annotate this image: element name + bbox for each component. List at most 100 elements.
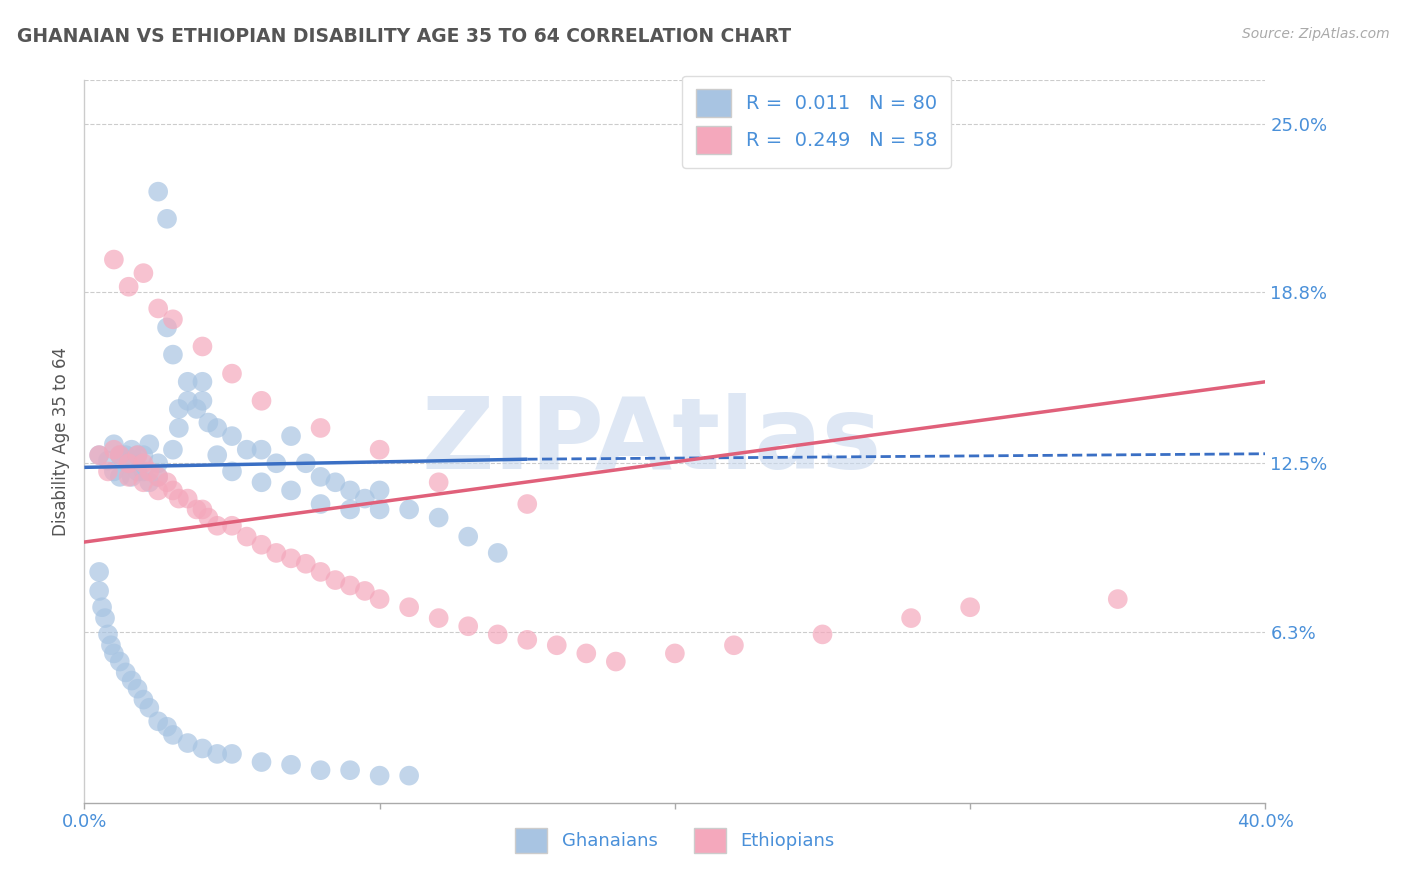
Point: [103, 647, 125, 661]
Point: [94, 611, 117, 625]
Point: [156, 720, 179, 734]
Point: [191, 393, 214, 408]
Point: [723, 638, 745, 652]
Point: [398, 502, 420, 516]
Point: [1107, 592, 1129, 607]
Point: [191, 741, 214, 756]
Point: [368, 769, 391, 783]
Point: [148, 185, 170, 199]
Point: [398, 600, 420, 615]
Point: [900, 611, 922, 625]
Point: [325, 573, 347, 587]
Point: [132, 266, 155, 280]
Point: [97, 464, 120, 478]
Point: [236, 530, 259, 544]
Point: [108, 655, 131, 669]
Point: [339, 483, 361, 498]
Point: [221, 367, 243, 381]
Point: [127, 448, 149, 462]
Point: [280, 757, 302, 772]
Point: [132, 692, 155, 706]
Point: [325, 475, 347, 490]
Point: [309, 565, 332, 579]
Point: [664, 647, 686, 661]
Point: [354, 583, 377, 598]
Point: [177, 736, 200, 750]
Point: [197, 510, 219, 524]
Point: [266, 546, 288, 560]
Point: [118, 279, 141, 293]
Point: [162, 312, 184, 326]
Point: [250, 475, 273, 490]
Point: [132, 475, 155, 490]
Point: [197, 416, 219, 430]
Point: [114, 448, 136, 462]
Point: [309, 421, 332, 435]
Point: [486, 546, 509, 560]
Point: [959, 600, 981, 615]
Point: [156, 475, 179, 490]
Point: [148, 470, 170, 484]
Point: [811, 627, 834, 641]
Point: [250, 755, 273, 769]
Point: [457, 530, 479, 544]
Point: [100, 638, 122, 652]
Point: [132, 448, 155, 462]
Point: [339, 578, 361, 592]
Point: [138, 700, 160, 714]
Point: [339, 763, 361, 777]
Point: [177, 375, 200, 389]
Legend: Ghanaians, Ethiopians: Ghanaians, Ethiopians: [502, 815, 848, 866]
Point: [156, 211, 179, 226]
Point: [427, 611, 450, 625]
Point: [221, 464, 243, 478]
Point: [191, 375, 214, 389]
Point: [207, 448, 229, 462]
Point: [546, 638, 568, 652]
Point: [221, 429, 243, 443]
Point: [605, 655, 627, 669]
Point: [250, 393, 273, 408]
Point: [118, 456, 141, 470]
Point: [398, 769, 420, 783]
Point: [138, 437, 160, 451]
Point: [121, 442, 143, 457]
Point: [368, 483, 391, 498]
Text: GHANAIAN VS ETHIOPIAN DISABILITY AGE 35 TO 64 CORRELATION CHART: GHANAIAN VS ETHIOPIAN DISABILITY AGE 35 …: [17, 27, 792, 45]
Point: [177, 393, 200, 408]
Point: [127, 464, 149, 478]
Point: [121, 673, 143, 688]
Point: [186, 502, 208, 516]
Point: [427, 510, 450, 524]
Point: [87, 448, 111, 462]
Point: [162, 442, 184, 457]
Point: [427, 475, 450, 490]
Point: [87, 583, 111, 598]
Point: [309, 763, 332, 777]
Point: [191, 502, 214, 516]
Point: [148, 470, 170, 484]
Point: [236, 442, 259, 457]
Point: [295, 456, 318, 470]
Point: [167, 421, 190, 435]
Point: [103, 464, 125, 478]
Point: [87, 448, 111, 462]
Point: [280, 429, 302, 443]
Point: [138, 464, 160, 478]
Point: [118, 470, 141, 484]
Point: [127, 681, 149, 696]
Point: [207, 518, 229, 533]
Point: [156, 320, 179, 334]
Point: [486, 627, 509, 641]
Point: [177, 491, 200, 506]
Point: [368, 592, 391, 607]
Point: [103, 437, 125, 451]
Point: [309, 497, 332, 511]
Point: [221, 747, 243, 761]
Point: [167, 401, 190, 416]
Point: [368, 502, 391, 516]
Point: [457, 619, 479, 633]
Point: [108, 470, 131, 484]
Point: [148, 301, 170, 316]
Point: [186, 401, 208, 416]
